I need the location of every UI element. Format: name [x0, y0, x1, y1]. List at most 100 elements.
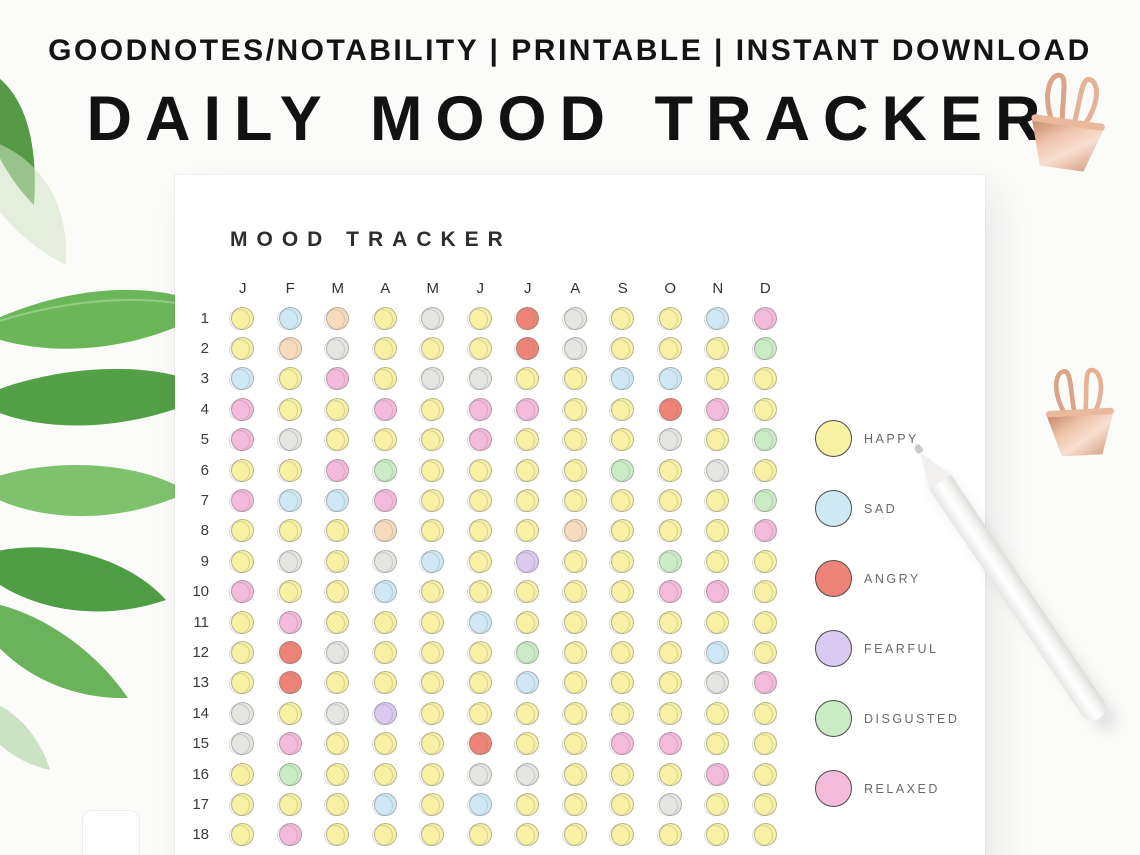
- mood-dot: [276, 580, 302, 604]
- dot-cell: [314, 640, 362, 664]
- dot-cell: [742, 337, 790, 361]
- day-number: 12: [192, 643, 209, 661]
- mood-dot: [371, 640, 397, 664]
- legend-item: RELAXED: [815, 770, 959, 807]
- dot-cell: [314, 489, 362, 513]
- leaves-decoration: [0, 79, 216, 770]
- dot-cell: [409, 732, 457, 756]
- dot-cell: [457, 519, 505, 543]
- legend-item: HAPPY: [815, 420, 959, 457]
- day-number: 17: [192, 795, 209, 813]
- mood-dot: [324, 397, 350, 421]
- dot-cell: [362, 428, 410, 452]
- dot-cell: [457, 458, 505, 482]
- dot-cell: [599, 458, 647, 482]
- dot-cell: [362, 337, 410, 361]
- dot-cell: [694, 306, 742, 330]
- mood-grid-rows: 1 2 3 4 5 6 7 8 9 10 11 12 13 14 15 16 17 18: [183, 303, 789, 850]
- dot-cell: [647, 671, 695, 695]
- dot-cell: [647, 519, 695, 543]
- tracker-row: 8: [183, 516, 789, 546]
- mood-dot: [229, 610, 255, 634]
- mood-dot: [751, 732, 777, 756]
- dot-cell: [457, 337, 505, 361]
- day-number: 4: [200, 400, 209, 418]
- month-label: M: [331, 279, 345, 297]
- dot-cell: [267, 792, 315, 816]
- dot-cell: [742, 640, 790, 664]
- dot-cell: [599, 792, 647, 816]
- mood-dot: [229, 701, 255, 725]
- dot-cell: [219, 397, 267, 421]
- dot-cell: [599, 701, 647, 725]
- mood-dot: [276, 306, 302, 330]
- mood-dot: [561, 519, 587, 543]
- dot-cell: [694, 580, 742, 604]
- mood-dot: [229, 337, 255, 361]
- dot-cell: [552, 519, 600, 543]
- mood-dot: [609, 306, 635, 330]
- dot-cell: [599, 580, 647, 604]
- mood-dot: [514, 367, 540, 391]
- mood-dot: [229, 580, 255, 604]
- dot-cell: [694, 549, 742, 573]
- mood-dot: [514, 640, 540, 664]
- mood-dot: [371, 580, 397, 604]
- dot-cell: [457, 489, 505, 513]
- mood-dot: [466, 792, 492, 816]
- mood-dot: [609, 671, 635, 695]
- dot-cell: [599, 762, 647, 786]
- mood-dot: [466, 671, 492, 695]
- product-title: DAILY MOOD TRACKER: [86, 84, 1054, 154]
- dot-cell: [504, 489, 552, 513]
- dot-cell: [647, 458, 695, 482]
- mood-dot: [514, 549, 540, 573]
- dot-cell: [457, 367, 505, 391]
- dot-cell: [599, 428, 647, 452]
- mood-dot: [466, 580, 492, 604]
- dot-cell: [267, 428, 315, 452]
- dot-cell: [599, 732, 647, 756]
- dot-cell: [267, 701, 315, 725]
- mood-dot: [656, 458, 682, 482]
- paper-card-decoration: [82, 810, 140, 855]
- mood-dot: [371, 489, 397, 513]
- dot-cell: [504, 337, 552, 361]
- legend-label: RELAXED: [864, 781, 940, 796]
- day-number: 2: [200, 340, 209, 358]
- dot-cell: [552, 701, 600, 725]
- dot-cell: [314, 823, 362, 847]
- dot-cell: [552, 792, 600, 816]
- mood-dot: [371, 306, 397, 330]
- tracker-row: 7: [183, 485, 789, 515]
- mood-dot: [371, 732, 397, 756]
- dot-cell: [599, 823, 647, 847]
- dot-cell: [552, 823, 600, 847]
- mood-dot: [229, 489, 255, 513]
- dot-cell: [219, 792, 267, 816]
- dot-cell: [314, 580, 362, 604]
- dot-cell: [267, 640, 315, 664]
- dot-cell: [362, 823, 410, 847]
- mood-dot: [704, 671, 730, 695]
- dot-cell: [694, 792, 742, 816]
- legend-swatch: [815, 700, 852, 737]
- day-number: 11: [193, 613, 209, 631]
- dot-cell: [457, 610, 505, 634]
- mood-dot: [609, 458, 635, 482]
- dot-cell: [504, 580, 552, 604]
- mood-dot: [371, 397, 397, 421]
- mood-dot: [704, 823, 730, 847]
- mood-dot: [704, 337, 730, 361]
- mood-legend: HAPPY SAD ANGRY FEARFUL DISGUSTED RELAXED: [815, 420, 959, 807]
- dot-cell: [219, 610, 267, 634]
- tracker-row: 17: [183, 789, 789, 819]
- mood-dot: [276, 610, 302, 634]
- mood-dot: [656, 489, 682, 513]
- dot-cell: [362, 762, 410, 786]
- mood-dot: [276, 549, 302, 573]
- mood-dot: [276, 732, 302, 756]
- dot-cell: [219, 580, 267, 604]
- mood-dot: [704, 640, 730, 664]
- day-number: 16: [192, 765, 209, 783]
